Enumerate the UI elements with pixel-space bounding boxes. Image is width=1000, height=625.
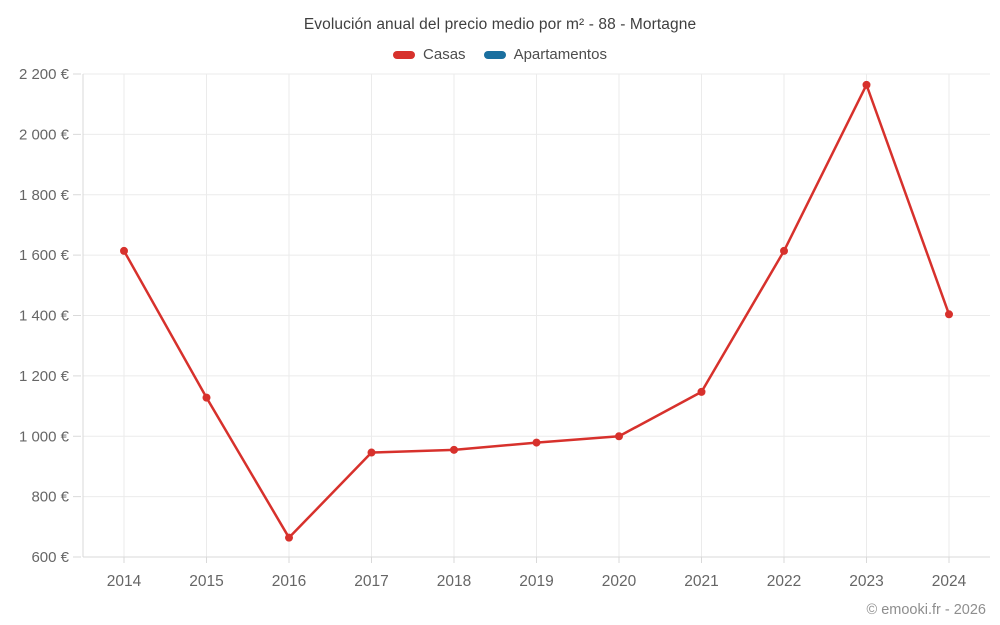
y-axis-label: 1 600 € <box>19 247 70 264</box>
data-point-casas-2016[interactable] <box>285 533 293 542</box>
x-axis-label: 2023 <box>849 573 883 590</box>
data-point-casas-2015[interactable] <box>202 393 211 402</box>
x-axis-label: 2020 <box>602 573 637 590</box>
legend-label-apartamentos: Apartamentos <box>513 46 607 63</box>
y-axis-label: 2 000 € <box>19 126 70 143</box>
data-point-casas-2023[interactable] <box>862 80 871 89</box>
data-point-casas-2024[interactable] <box>945 310 953 319</box>
data-point-casas-2018[interactable] <box>450 445 458 454</box>
data-point-casas-2019[interactable] <box>532 438 541 447</box>
y-axis-label: 2 200 € <box>19 66 70 83</box>
y-axis-label: 800 € <box>31 489 69 506</box>
data-point-casas-2020[interactable] <box>615 432 623 441</box>
x-axis-label: 2024 <box>932 573 967 590</box>
y-axis-label: 1 200 € <box>19 368 70 385</box>
x-axis-label: 2015 <box>189 573 223 590</box>
legend-item-casas[interactable]: Casas <box>393 46 466 63</box>
x-axis-label: 2021 <box>684 573 718 590</box>
data-point-casas-2017[interactable] <box>367 448 376 457</box>
y-axis-label: 1 800 € <box>19 187 70 204</box>
legend-label-casas: Casas <box>423 46 466 63</box>
y-axis-label: 1 400 € <box>19 308 70 325</box>
chart-title: Evolución anual del precio medio por m² … <box>303 16 697 33</box>
data-point-casas-2021[interactable] <box>697 387 706 396</box>
y-axis-label: 1 000 € <box>19 428 70 445</box>
y-axis-label: 600 € <box>31 549 69 566</box>
watermark-credit: © emooki.fr - 2026 <box>866 602 986 618</box>
apartamentos-legend-swatch-icon <box>483 50 506 59</box>
x-axis-label: 2019 <box>519 573 553 590</box>
x-axis-label: 2022 <box>767 573 801 590</box>
data-point-casas-2014[interactable] <box>120 246 128 255</box>
x-axis-label: 2014 <box>107 573 142 590</box>
casas-legend-swatch-icon <box>393 50 416 59</box>
legend: Casas Apartamentos <box>0 46 1000 63</box>
legend-item-apartamentos[interactable]: Apartamentos <box>483 46 607 63</box>
x-axis-label: 2016 <box>272 573 306 590</box>
x-axis-label: 2018 <box>437 573 471 590</box>
data-point-casas-2022[interactable] <box>780 246 788 255</box>
x-axis-label: 2017 <box>354 573 388 590</box>
